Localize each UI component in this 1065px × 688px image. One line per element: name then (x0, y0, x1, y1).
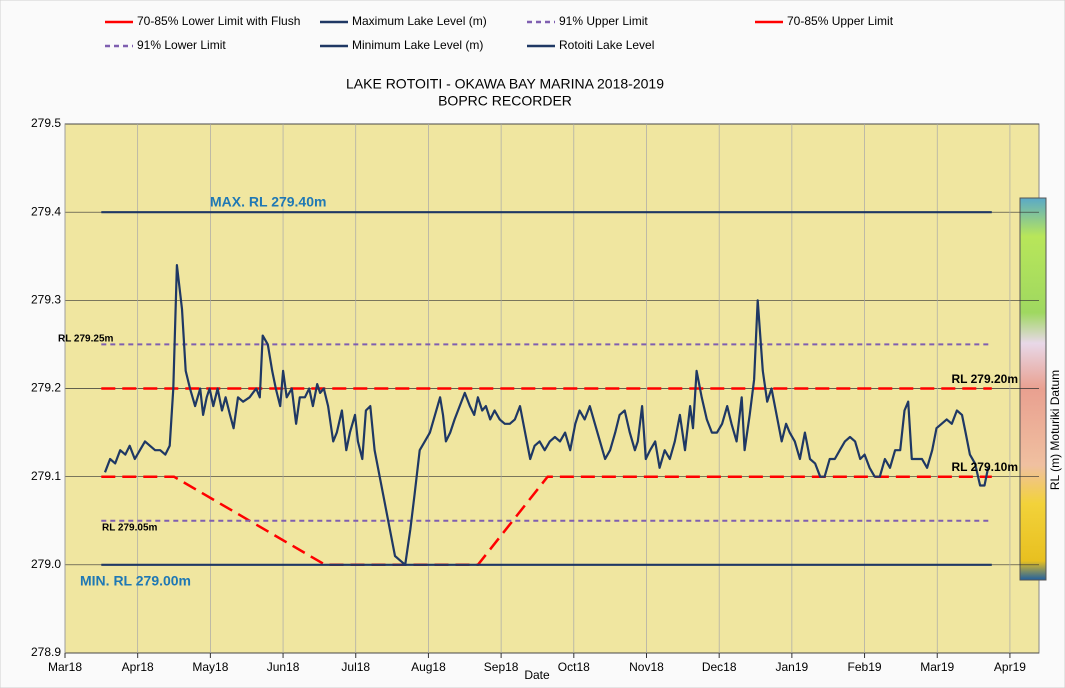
y-tick-label: 279.3 (31, 293, 61, 307)
annotation: RL 279.05m (102, 523, 158, 534)
x-tick-label: Dec18 (702, 660, 737, 674)
legend-label: 91% Lower Limit (137, 38, 226, 52)
x-tick-label: Nov18 (629, 660, 664, 674)
x-tick-label: Mar19 (920, 660, 954, 674)
chart-subtitle: BOPRC RECORDER (438, 93, 572, 109)
gauge-image (1019, 197, 1047, 581)
legend-label: 91% Upper Limit (559, 14, 648, 28)
legend-label: Minimum Lake Level (m) (352, 38, 483, 52)
x-tick-label: Feb19 (848, 660, 882, 674)
y-tick-label: 279.2 (31, 381, 61, 395)
x-tick-label: Mar18 (48, 660, 82, 674)
series-line (103, 264, 990, 566)
annotation: MAX. RL 279.40m (210, 194, 326, 210)
legend-label: Maximum Lake Level (m) (352, 14, 487, 28)
x-tick-label: Oct18 (558, 660, 590, 674)
annotation: RL 279.25m (58, 334, 114, 345)
legend-label: 70-85% Lower Limit with Flush (137, 14, 300, 28)
annotation: RL 279.10m (952, 460, 1019, 474)
x-axis-label: Date (524, 668, 550, 682)
legend-label: 70-85% Upper Limit (787, 14, 894, 28)
annotation: MIN. RL 279.00m (80, 573, 191, 589)
x-tick-label: Jul18 (341, 660, 370, 674)
x-tick-label: Jan19 (776, 660, 809, 674)
y-tick-label: 279.5 (31, 116, 61, 130)
x-tick-label: Jun18 (267, 660, 300, 674)
y-tick-label: 279.0 (31, 557, 61, 571)
chart-title: LAKE ROTOITI - OKAWA BAY MARINA 2018-201… (346, 76, 664, 92)
legend-label: Rotoiti Lake Level (559, 38, 654, 52)
x-tick-label: Apr18 (122, 660, 154, 674)
x-tick-label: Aug18 (411, 660, 446, 674)
y-axis-label: RL (m) Moturiki Datum (1048, 370, 1062, 490)
x-tick-label: Apr19 (994, 660, 1026, 674)
y-tick-label: 278.9 (31, 645, 61, 659)
y-tick-label: 279.1 (31, 469, 61, 483)
annotation: RL 279.20m (952, 372, 1019, 386)
x-tick-label: Sep18 (484, 660, 519, 674)
x-tick-label: May18 (192, 660, 228, 674)
y-tick-label: 279.4 (31, 204, 61, 218)
